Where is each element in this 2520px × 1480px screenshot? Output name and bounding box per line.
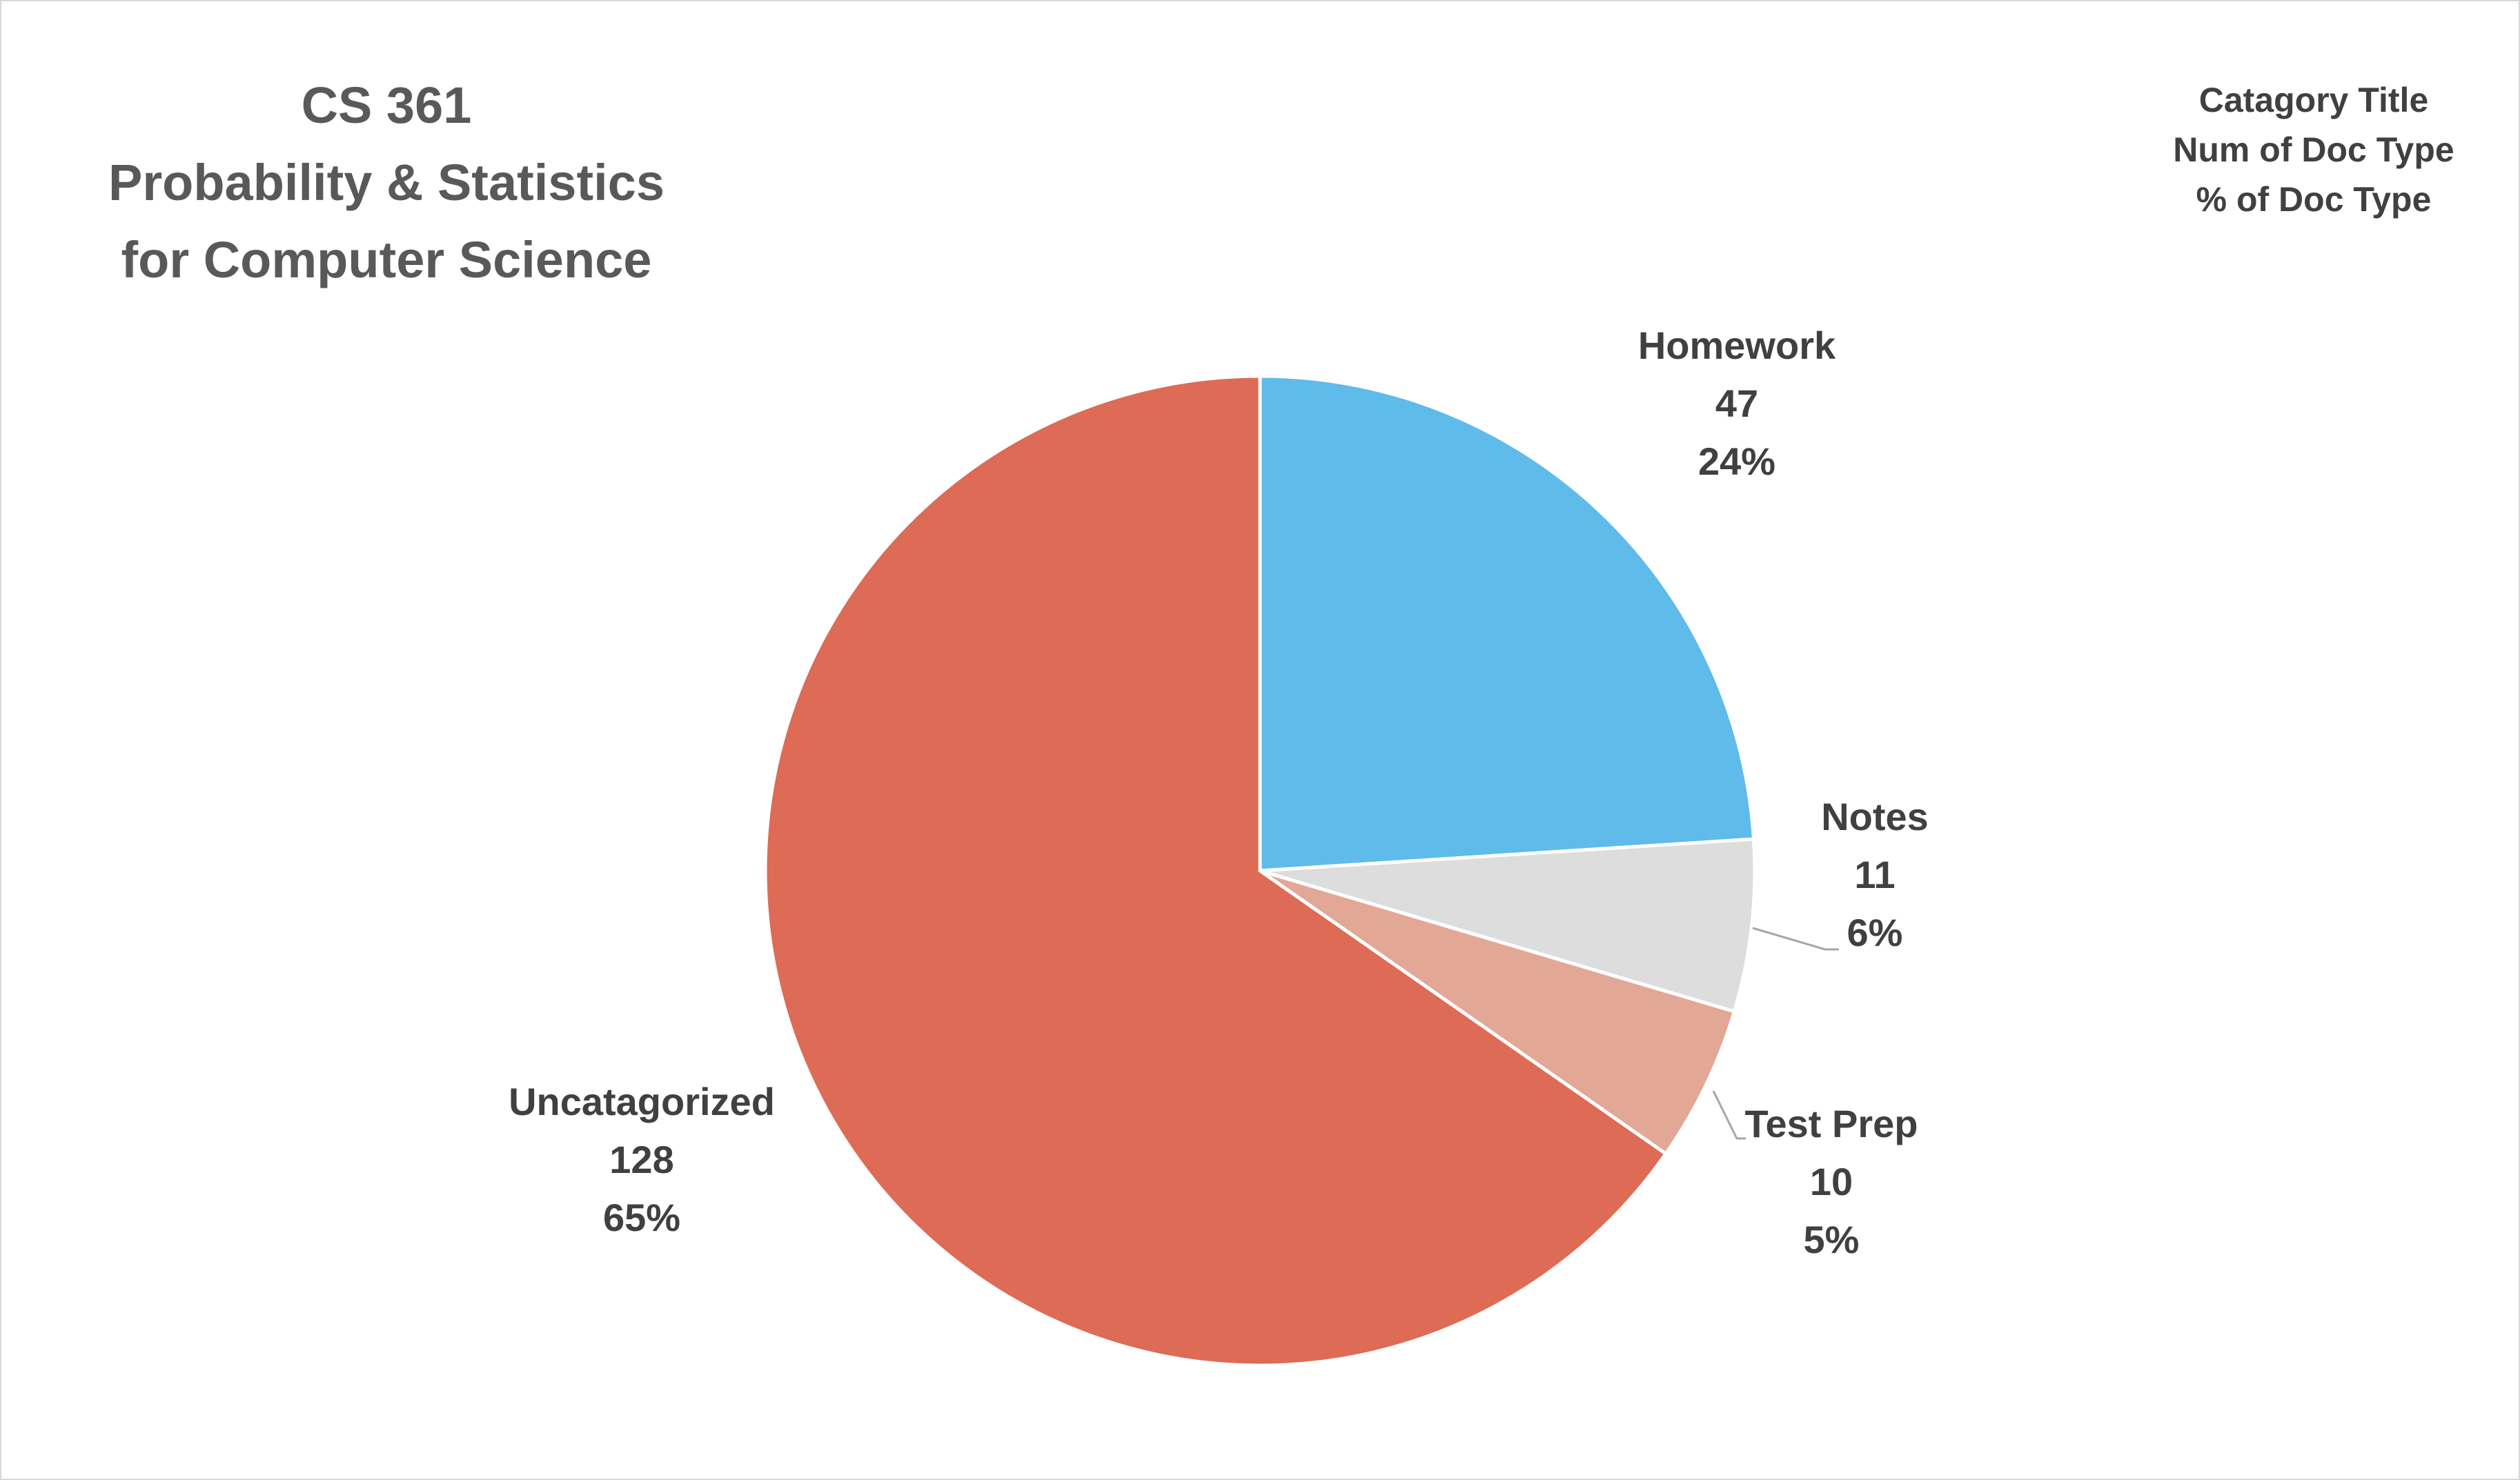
- pie-slices: [763, 374, 1757, 1368]
- pie-slice-notes: [1259, 837, 1757, 1014]
- data-label-count-uncatagorized: 128: [609, 1138, 673, 1181]
- chart-title-line-2: Probability & Statistics: [108, 154, 665, 211]
- leader-line-notes: [1752, 927, 1839, 951]
- chart-title-line-3: for Computer Science: [121, 231, 652, 288]
- data-label-name-uncatagorized: Uncatagorized: [509, 1080, 775, 1123]
- data-label-count-notes: 11: [1854, 853, 1895, 896]
- leader-line-test-prep: [1712, 1090, 1746, 1140]
- data-label-percent-notes: 6%: [1847, 911, 1903, 954]
- data-label-percent-homework: 24%: [1698, 440, 1775, 483]
- chart-title-line-1: CS 361: [302, 77, 472, 134]
- data-label-count-homework: 47: [1715, 382, 1758, 425]
- data-label-name-homework: Homework: [1638, 324, 1836, 367]
- pie-slice-test-prep: [1259, 869, 1737, 1156]
- data-label-count-test-prep: 10: [1810, 1160, 1853, 1203]
- chart-title: CS 361 Probability & Statistics for Comp…: [108, 77, 665, 288]
- leader-lines: [1712, 927, 1839, 1140]
- legend-note-line-2: Num of Doc Type: [2173, 130, 2454, 169]
- pie-slice-uncatagorized: [763, 374, 1668, 1368]
- legend-note: Catagory Title Num of Doc Type % of Doc …: [2173, 81, 2454, 219]
- data-label-percent-test-prep: 5%: [1804, 1218, 1860, 1261]
- data-label-name-notes: Notes: [1821, 795, 1929, 838]
- pie-slice-homework: [1258, 374, 1756, 873]
- slice-labels: Homework 47 24% Notes 11 6% Test Prep 10 5% Uncat…: [509, 324, 1929, 1261]
- data-label-name-test-prep: Test Prep: [1744, 1102, 1918, 1145]
- legend-note-line-3: % of Doc Type: [2196, 180, 2432, 219]
- data-label-percent-uncatagorized: 65%: [603, 1196, 680, 1239]
- legend-note-line-1: Catagory Title: [2199, 81, 2429, 119]
